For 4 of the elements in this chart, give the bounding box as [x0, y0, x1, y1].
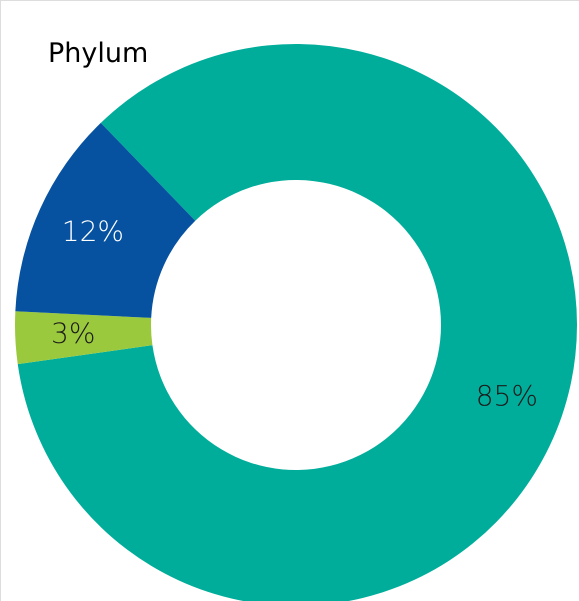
- chart-title: Phylum: [48, 38, 148, 69]
- data-label: 3%: [51, 317, 96, 350]
- data-label: 12%: [62, 214, 124, 248]
- data-label: 85%: [476, 380, 538, 413]
